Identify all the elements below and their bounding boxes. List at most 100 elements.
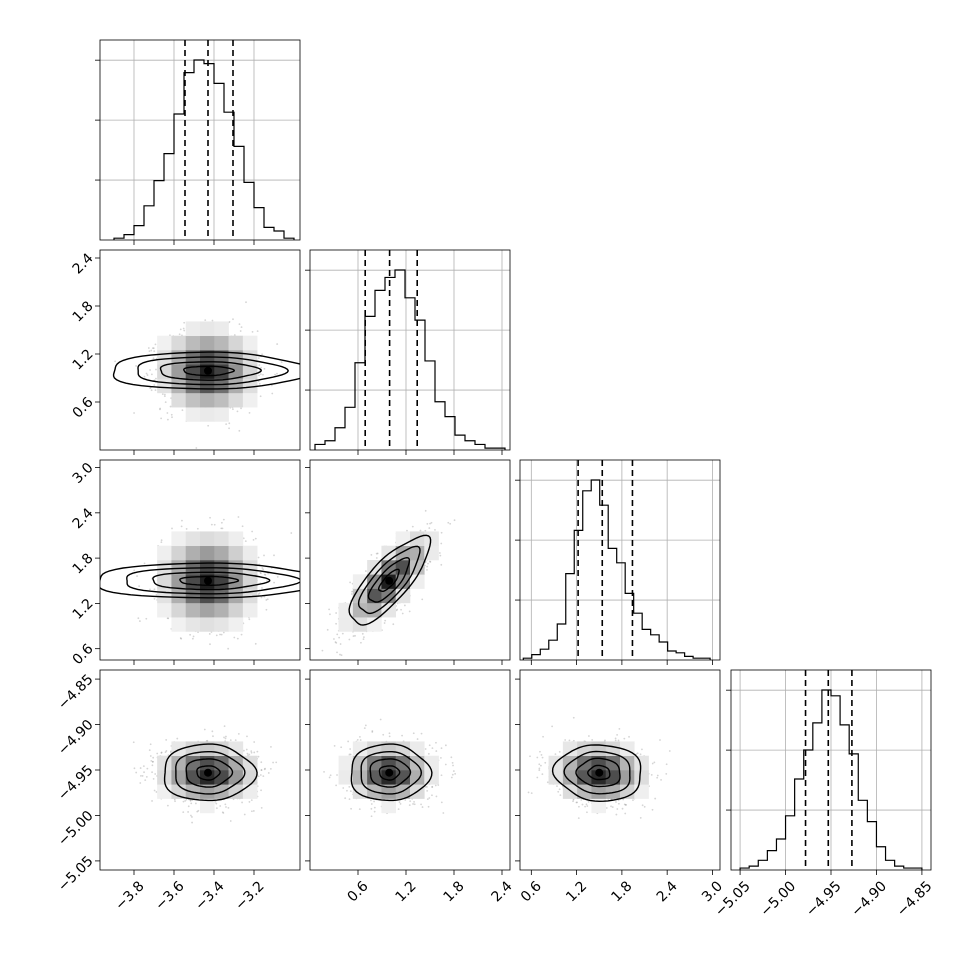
scatter-point	[257, 357, 260, 360]
x-tick-label: −4.90	[848, 878, 890, 920]
scatter-point	[251, 330, 254, 333]
pair-content	[316, 509, 456, 664]
scatter-point	[155, 593, 158, 596]
y-tick-label: 2.4	[70, 505, 97, 532]
panel-frame	[519, 459, 721, 661]
scatter-point	[421, 598, 424, 601]
scatter-point	[178, 333, 181, 336]
density-cell	[228, 364, 244, 379]
pair-panel-3-0: −3.8 −3.6 −3.4 −3.2−5.05−5.00−4.95−4.90−4.8…	[55, 669, 301, 914]
scatter-point	[166, 617, 169, 620]
scatter-point	[329, 613, 331, 616]
scatter-point	[376, 552, 379, 555]
panel-frame	[309, 249, 511, 451]
density-cell	[214, 602, 229, 618]
density-cell	[381, 602, 397, 618]
scatter-point	[243, 813, 246, 816]
scatter-point	[440, 563, 443, 566]
scatter-point	[161, 393, 164, 396]
contour-line	[179, 575, 240, 587]
y-tick-label: 0.6	[70, 641, 97, 668]
scatter-point	[273, 581, 276, 584]
scatter-point	[155, 791, 158, 793]
scatter-point	[233, 334, 236, 336]
contour-line	[367, 556, 411, 603]
density-cell	[242, 392, 258, 408]
scatter-point	[259, 395, 262, 398]
scatter-point	[228, 320, 231, 323]
scatter-point	[160, 752, 163, 754]
scatter-point	[428, 527, 431, 529]
scatter-point	[152, 347, 155, 350]
scatter-point	[139, 767, 142, 769]
scatter-point	[261, 567, 264, 569]
scatter-point	[149, 369, 152, 371]
scatter-point	[153, 597, 156, 600]
scatter-point	[242, 537, 245, 540]
density-cell	[200, 617, 215, 632]
scatter-point	[258, 374, 260, 377]
density-cell	[185, 602, 201, 618]
scatter-point	[252, 810, 255, 812]
hist-panel-2	[515, 459, 721, 665]
scatter-point	[256, 330, 259, 333]
scatter-point	[266, 598, 269, 601]
y-tick-label: 1.8	[70, 298, 97, 325]
scatter-point	[138, 585, 141, 588]
scatter-point	[236, 637, 239, 640]
scatter-point	[153, 588, 156, 591]
scatter-point	[338, 636, 341, 639]
scatter-point	[316, 662, 318, 664]
scatter-point	[363, 636, 365, 639]
scatter-point	[222, 518, 225, 521]
density-cell	[424, 545, 439, 561]
scatter-point	[228, 427, 230, 430]
scatter-point	[155, 377, 157, 380]
scatter-point	[259, 571, 262, 574]
scatter-point	[197, 809, 200, 812]
scatter-point	[426, 522, 429, 525]
scatter-point	[261, 353, 264, 356]
y-tick-label: 3.0	[70, 460, 97, 487]
scatter-point	[135, 771, 138, 774]
scatter-point	[254, 642, 257, 645]
panel-frame	[99, 249, 301, 451]
density-cell	[157, 560, 172, 575]
scatter-point	[151, 347, 154, 350]
density-cell	[200, 531, 215, 547]
density-cell	[242, 335, 258, 351]
scatter-point	[233, 636, 236, 639]
scatter-point	[237, 732, 240, 735]
density-cell	[228, 392, 244, 408]
scatter-point	[232, 318, 234, 321]
density-cell	[171, 602, 187, 618]
density-cell	[228, 602, 244, 618]
scatter-point	[133, 412, 135, 414]
contour-line	[152, 571, 271, 591]
density-cell	[185, 378, 201, 394]
scatter-point	[447, 521, 450, 524]
density-cell	[200, 335, 215, 351]
scatter-point	[259, 373, 262, 376]
scatter-point	[181, 519, 183, 522]
scatter-point	[349, 581, 351, 584]
scatter-point	[339, 653, 341, 656]
scatter-point	[219, 633, 221, 636]
density-cell	[214, 545, 229, 561]
scatter-point	[169, 405, 172, 408]
density-cell	[185, 392, 201, 408]
histogram-1	[314, 269, 506, 450]
scatter-point	[259, 774, 262, 776]
scatter-point	[170, 413, 173, 416]
density-cell	[214, 407, 229, 422]
contour-line	[126, 567, 300, 595]
density-cell	[157, 602, 172, 618]
scatter-point	[187, 805, 190, 808]
pair-panel-2-0: 0.61.21.82.43.0	[70, 459, 301, 668]
scatter-point	[224, 737, 227, 740]
x-tick-label: −4.95	[803, 878, 845, 920]
scatter-point	[251, 530, 254, 533]
scatter-point	[438, 552, 441, 554]
scatter-point	[263, 554, 265, 557]
scatter-point	[148, 749, 151, 752]
